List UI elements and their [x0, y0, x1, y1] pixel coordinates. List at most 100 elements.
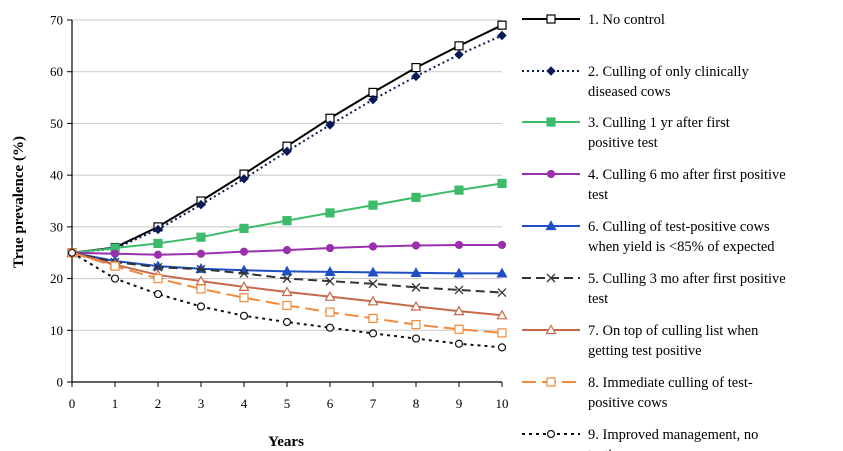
data-point — [497, 288, 507, 297]
data-point — [454, 324, 464, 334]
data-point — [282, 317, 292, 327]
x-tick-label: 4 — [241, 396, 248, 411]
data-point — [196, 302, 206, 311]
x-tick-label: 5 — [284, 396, 291, 411]
data-point — [497, 20, 507, 30]
data-point — [411, 319, 421, 330]
legend-entry: 4. Culling 6 mo after first positive test — [522, 167, 786, 203]
legend-label: 5. Culling 3 mo after first positive — [588, 271, 786, 287]
data-point — [497, 240, 507, 250]
data-point — [454, 339, 464, 348]
x-axis-title: Years — [268, 434, 304, 450]
data-point — [282, 216, 292, 226]
data-point — [497, 178, 507, 189]
legend-label: 2. Culling of only clinically — [588, 64, 749, 80]
data-point — [196, 199, 206, 210]
series-9 — [67, 248, 507, 352]
data-point — [324, 266, 336, 276]
legend-entry: 3. Culling 1 yr after first positive test — [522, 115, 730, 151]
data-point — [368, 313, 378, 323]
data-point — [368, 94, 378, 105]
data-point — [281, 265, 293, 276]
legend-label: 4. Culling 6 mo after first positive — [588, 167, 786, 183]
legend-marker — [546, 117, 556, 127]
data-point — [368, 200, 378, 210]
legend-marker — [546, 14, 556, 24]
gridlines — [72, 19, 502, 331]
x-tick-label: 8 — [413, 396, 420, 411]
data-point — [239, 311, 249, 320]
data-point — [196, 232, 206, 242]
data-point — [454, 185, 464, 195]
legend-label: 1. No control — [588, 12, 665, 28]
legend-label: test — [588, 291, 608, 307]
legend-label: positive test — [588, 135, 658, 151]
axes — [67, 19, 503, 387]
data-point — [410, 300, 422, 311]
legend-label: positive cows — [588, 395, 668, 411]
legend-label: 6. Culling of test-positive cows — [588, 219, 770, 235]
data-point — [239, 293, 249, 303]
legend-label: when yield is <85% of expected — [588, 239, 775, 255]
legend: 1. No control 2. Culling of only clinical… — [522, 12, 786, 451]
y-tick-label: 40 — [50, 168, 63, 183]
data-point — [497, 343, 507, 352]
y-tick-label: 0 — [57, 375, 64, 390]
y-tick-label: 20 — [50, 271, 63, 286]
data-point — [496, 309, 508, 320]
data-point — [410, 267, 422, 277]
legend-label: 9. Improved management, no — [588, 427, 758, 443]
y-tick-label: 10 — [50, 323, 63, 338]
data-point — [454, 285, 464, 295]
data-point — [411, 241, 421, 250]
data-point — [153, 238, 163, 249]
x-tick-labels: 0 1 2 3 4 5 6 7 8 9 10 — [69, 396, 509, 411]
data-point — [196, 249, 206, 258]
data-point — [282, 274, 292, 284]
data-point — [153, 224, 163, 235]
y-tick-label: 60 — [50, 64, 63, 79]
data-point — [453, 305, 465, 316]
data-point — [411, 192, 421, 202]
data-point — [325, 276, 335, 286]
data-point — [367, 295, 379, 306]
data-point — [110, 261, 120, 271]
data-point — [497, 30, 507, 41]
data-point — [497, 328, 507, 338]
data-point — [325, 307, 335, 317]
data-point — [324, 290, 336, 301]
x-tick-label: 2 — [155, 396, 162, 411]
data-point — [196, 264, 206, 274]
y-tick-label: 50 — [50, 116, 63, 131]
legend-label: diseased cows — [588, 84, 671, 100]
data-point — [496, 267, 508, 278]
data-point — [153, 273, 163, 284]
series-lines — [66, 20, 508, 352]
x-tick-label: 1 — [112, 396, 119, 411]
y-tick-label: 70 — [50, 13, 63, 28]
data-point — [282, 300, 292, 311]
data-point — [153, 289, 163, 299]
y-tick-label: 30 — [50, 219, 63, 234]
data-point — [454, 240, 464, 250]
legend-label: 3. Culling 1 yr after first — [588, 115, 730, 131]
data-point — [367, 266, 379, 277]
x-tick-label: 0 — [69, 396, 76, 411]
legend-label: testing — [588, 447, 627, 451]
data-point — [411, 282, 421, 292]
legend-label: 7. On top of culling list when — [588, 323, 759, 339]
data-point — [368, 279, 378, 289]
data-point — [368, 242, 378, 251]
legend-marker — [546, 169, 556, 179]
data-point — [239, 247, 249, 256]
legend-entry: 9. Improved management, no testing — [522, 427, 758, 451]
data-point — [110, 274, 120, 283]
data-point — [239, 223, 249, 234]
legend-label: getting test positive — [588, 343, 702, 359]
series-8 — [67, 248, 507, 338]
data-point — [411, 71, 421, 82]
y-tick-labels: 0 10 20 30 40 50 60 70 — [50, 13, 63, 390]
series-4 — [67, 240, 507, 259]
data-point — [239, 268, 249, 278]
